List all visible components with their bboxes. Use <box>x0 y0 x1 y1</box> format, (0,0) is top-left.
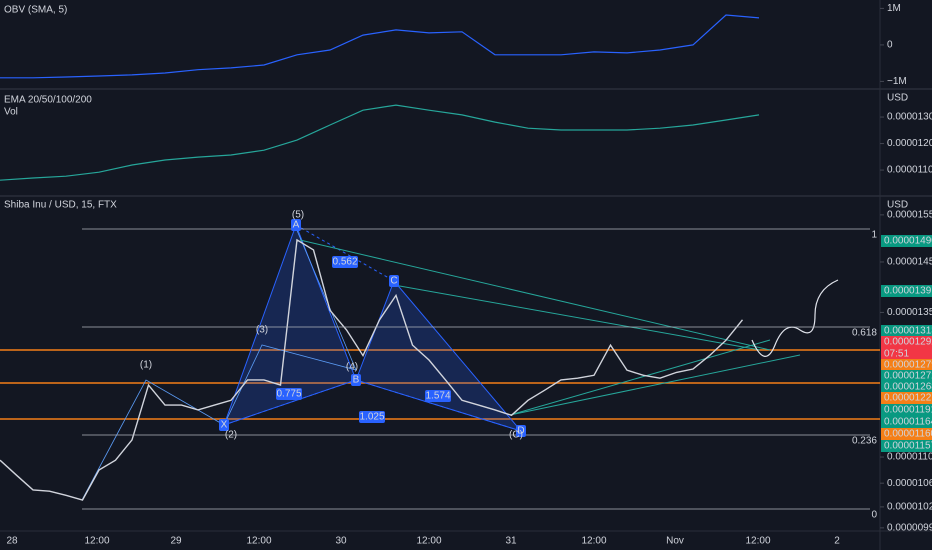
ratio-label: 0.775 <box>276 389 301 400</box>
wave-label: (C) <box>509 430 523 441</box>
price-tag <box>881 404 932 416</box>
price-tag <box>881 381 932 393</box>
price-tag <box>881 416 932 428</box>
x-tick-label: 12:00 <box>416 536 441 547</box>
wave-label: (4) <box>346 362 358 373</box>
price-tag-label: 0.00001157 <box>884 441 932 452</box>
pattern-point-box <box>291 219 301 231</box>
fib-label: 1 <box>871 230 877 241</box>
price-tag-label: 0.00001279 <box>884 360 932 371</box>
x-tick-label: 28 <box>6 536 18 547</box>
countdown-tag <box>881 348 932 359</box>
price-tag-label: 0.00001292 <box>884 337 932 348</box>
pattern-point-label: C <box>390 276 397 287</box>
price-tag <box>881 428 932 440</box>
trend-line <box>393 284 761 351</box>
pane-title: OBV (SMA, 5) <box>4 5 67 16</box>
price-tag <box>881 392 932 404</box>
wave-label: (1) <box>140 360 152 371</box>
pattern-point-box <box>389 275 399 287</box>
price-tag <box>881 440 932 452</box>
y-tick-label: 0 <box>887 40 893 51</box>
pattern-point-label: X <box>221 420 228 431</box>
x-tick-label: 30 <box>335 536 347 547</box>
y-tick-label: 0.00000995 <box>887 523 932 534</box>
pane-subtitle: Vol <box>4 107 18 118</box>
projection-path <box>751 279 839 357</box>
pattern-point-label: A <box>293 220 300 231</box>
price-tag <box>881 359 932 371</box>
x-tick-label: 2 <box>834 536 840 547</box>
price-tag-label: 0.00001164 <box>884 417 932 428</box>
x-tick-label: 12:00 <box>745 536 770 547</box>
pattern-point-box <box>219 419 229 431</box>
trend-line <box>299 239 771 351</box>
series-line <box>0 104 760 181</box>
trend-line <box>509 354 801 416</box>
pattern-dashed <box>295 224 395 282</box>
price-tag-label: 0.00001490 <box>884 236 932 247</box>
wave-label: (5) <box>292 210 304 221</box>
price-tag-label: 0.00001391 <box>884 286 932 297</box>
fib-label: 0.618 <box>852 328 877 339</box>
ratio-box <box>425 390 451 402</box>
trend-line <box>509 339 771 416</box>
pane-title: Shiba Inu / USD, 15, FTX <box>4 200 117 211</box>
x-tick-label: 12:00 <box>246 536 271 547</box>
price-tag <box>881 325 932 337</box>
price-tag <box>881 235 932 247</box>
price-tag-label: 0.00001191 <box>884 405 932 416</box>
countdown: 07:51 <box>884 349 909 360</box>
x-tick-label: Nov <box>666 536 684 547</box>
y-tick-label: −1M <box>887 76 907 87</box>
wave-label: (2) <box>225 430 237 441</box>
price-tag-label: 0.00001272 <box>884 371 932 382</box>
pane-title: EMA 20/50/100/200 <box>4 95 92 106</box>
ratio-label: 1.025 <box>359 412 384 423</box>
axis-unit: USD <box>887 93 908 104</box>
axis-unit: USD <box>887 200 908 211</box>
fib-label: 0 <box>871 510 877 521</box>
x-tick-label: 31 <box>505 536 517 547</box>
pattern-point-box <box>516 425 526 437</box>
y-tick-label: 1M <box>887 3 901 14</box>
x-tick-label: 12:00 <box>581 536 606 547</box>
ratio-box <box>359 411 385 423</box>
series-line <box>0 14 760 79</box>
y-tick-label: 0.00001025 <box>887 502 932 513</box>
ratio-label: 1.574 <box>425 391 450 402</box>
pattern-point-label: D <box>517 426 524 437</box>
series-line <box>0 238 744 501</box>
ratio-box <box>276 388 302 400</box>
fib-label: 0.236 <box>852 436 877 447</box>
price-tag <box>881 285 932 297</box>
x-tick-label: 29 <box>170 536 182 547</box>
price-tag <box>881 370 932 382</box>
price-tag-label: 0.00001160 <box>884 429 932 440</box>
price-tag-label: 0.00001221 <box>884 393 932 404</box>
x-tick-label: 12:00 <box>84 536 109 547</box>
pattern-point-label: B <box>353 375 360 386</box>
price-tag-label: 0.00001268 <box>884 382 932 393</box>
pattern-point-box <box>351 374 361 386</box>
ratio-box <box>332 256 358 268</box>
ratio-label: 0.562 <box>332 257 357 268</box>
wave-label: (3) <box>256 325 268 336</box>
pattern-xab <box>223 223 357 426</box>
price-tag-label: 0.00001313 <box>884 326 932 337</box>
price-tag <box>881 336 932 348</box>
